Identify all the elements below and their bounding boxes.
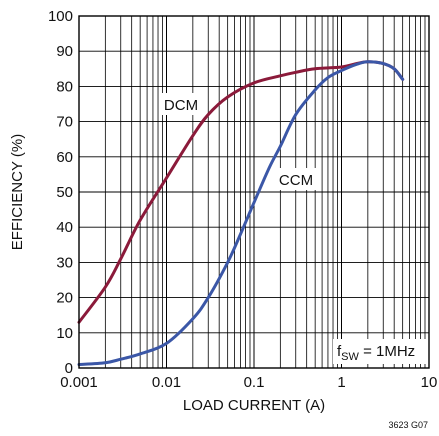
y-tick-label: 70 xyxy=(56,114,73,131)
x-axis-title: LOAD CURRENT (A) xyxy=(183,397,325,414)
y-tick-label: 90 xyxy=(56,43,73,60)
ccm-label-bg xyxy=(275,168,317,190)
data-curves xyxy=(77,60,405,366)
grid-lines xyxy=(79,16,429,368)
freq-symbol: f xyxy=(337,343,342,360)
x-tick-label: 10 xyxy=(421,374,438,391)
y-tick-label: 50 xyxy=(56,184,73,201)
dcm-label-bg xyxy=(160,93,202,115)
y-axis-title: EFFICIENCY (%) xyxy=(9,134,26,250)
y-tick-label: 100 xyxy=(48,8,73,25)
y-tick-label: 20 xyxy=(56,290,73,307)
x-tick-label: 0.1 xyxy=(244,374,265,391)
y-tick-label: 40 xyxy=(56,219,73,236)
freq-subscript: SW xyxy=(341,351,359,363)
dcm-label: DCM xyxy=(164,97,198,114)
plot-frame xyxy=(78,15,430,369)
series-line-ccm xyxy=(77,60,405,366)
x-tick-label: 0.001 xyxy=(60,374,98,391)
frequency-annotation-bg xyxy=(333,339,428,364)
y-tick-label: 0 xyxy=(65,360,73,377)
frequency-annotation: fSW = 1MHz xyxy=(337,343,415,363)
x-tick-label: 0.01 xyxy=(152,374,181,391)
figure-id: 3623 G07 xyxy=(388,420,428,430)
freq-value: = 1MHz xyxy=(359,343,415,360)
y-tick-label: 60 xyxy=(56,149,73,166)
x-tick-label: 1 xyxy=(337,374,345,391)
y-tick-label: 80 xyxy=(56,78,73,95)
y-tick-label: 10 xyxy=(56,325,73,342)
y-tick-label: 30 xyxy=(56,254,73,271)
ccm-label: CCM xyxy=(279,172,313,189)
